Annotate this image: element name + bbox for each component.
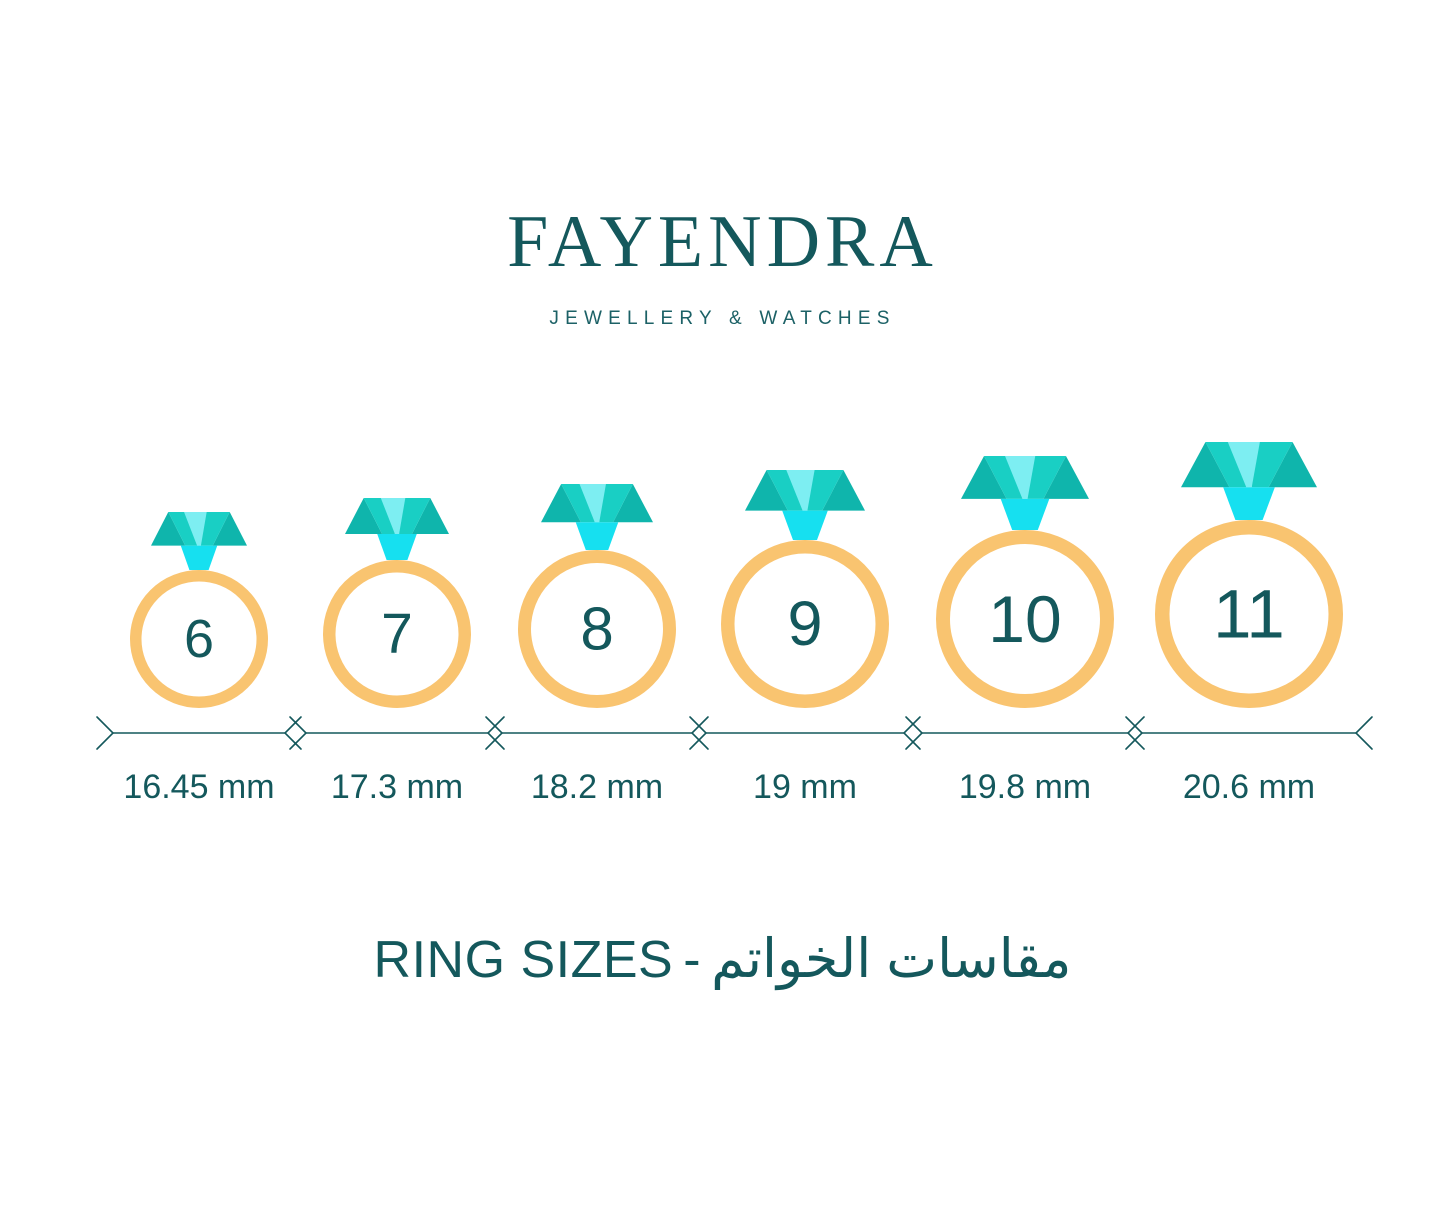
- ring-size-number: 8: [580, 596, 613, 663]
- ring-illustrations-row: 6 7 8 9 10 11: [0, 440, 1445, 710]
- brand-wordmark: FAYENDRA: [507, 201, 938, 283]
- dimension-arrow-icon: [96, 716, 302, 750]
- chart-title-separator: -: [683, 931, 702, 989]
- ring-band: [323, 560, 471, 708]
- dimension-cell-size-11: 20.6 mm: [1122, 712, 1376, 804]
- chart-title: RING SIZES - مقاسات الخواتم: [0, 928, 1445, 991]
- dimension-label-size-7: 17.3 mm: [330, 768, 464, 806]
- brand-logo: FAYENDRA JEWELLERY & WATCHES: [0, 205, 1445, 330]
- dimension-arrow-icon: [905, 716, 1145, 750]
- ring-size-number: 7: [381, 602, 413, 666]
- dimension-label-size-6: 16.45 mm: [123, 768, 275, 806]
- dimension-cell-size-10: 19.8 mm: [902, 712, 1148, 804]
- ring-band: [936, 530, 1114, 708]
- gem-icon: [745, 470, 865, 540]
- brand-tagline: JEWELLERY & WATCHES: [549, 308, 896, 329]
- dimension-cell-size-6: 16.45 mm: [93, 712, 305, 804]
- ring-illustration-size-9[interactable]: 9: [717, 470, 893, 710]
- ring-size-number: 9: [787, 589, 822, 659]
- gem-icon: [1181, 442, 1317, 520]
- ring-illustration-size-7[interactable]: 7: [319, 498, 475, 710]
- gem-icon: [345, 498, 449, 560]
- gem-icon: [961, 456, 1089, 530]
- ring-illustration-size-11[interactable]: 11: [1151, 442, 1347, 710]
- dimension-cell-size-8: 18.2 mm: [482, 712, 712, 804]
- dimension-label-size-11: 20.6 mm: [1182, 768, 1316, 806]
- dimension-arrow-icon: [485, 716, 709, 750]
- ring-illustration-size-6[interactable]: 6: [126, 512, 272, 710]
- ring-size-number: 10: [988, 582, 1061, 656]
- ring-band: [130, 570, 268, 708]
- dimension-cell-size-9: 19 mm: [686, 712, 924, 804]
- ring-illustration-size-10[interactable]: 10: [932, 456, 1118, 710]
- dimension-cell-size-7: 17.3 mm: [286, 712, 508, 804]
- chart-title-english: RING SIZES: [373, 931, 674, 989]
- gem-icon: [151, 512, 247, 570]
- dimension-arrow-icon: [1125, 716, 1373, 750]
- ring-band: [721, 540, 889, 708]
- ring-illustration-size-8[interactable]: 8: [514, 484, 680, 710]
- dimension-arrow-icon: [689, 716, 921, 750]
- dimension-arrow-icon: [289, 716, 505, 750]
- dimension-label-size-10: 19.8 mm: [958, 768, 1092, 806]
- ring-band: [1155, 520, 1343, 708]
- dimension-label-size-8: 18.2 mm: [530, 768, 664, 806]
- ring-band: [518, 550, 676, 708]
- dimension-label-size-9: 19 mm: [753, 768, 857, 806]
- logo-divider: [577, 293, 869, 294]
- ring-size-number: 11: [1213, 576, 1285, 653]
- ring-dimensions-row: 16.45 mm 17.3 mm 18.2 mm 19 mm 19.8 mm 20.6 m…: [0, 712, 1445, 822]
- gem-icon: [541, 484, 653, 550]
- chart-title-arabic: مقاسات الخواتم: [711, 929, 1072, 989]
- ring-size-number: 6: [184, 609, 214, 669]
